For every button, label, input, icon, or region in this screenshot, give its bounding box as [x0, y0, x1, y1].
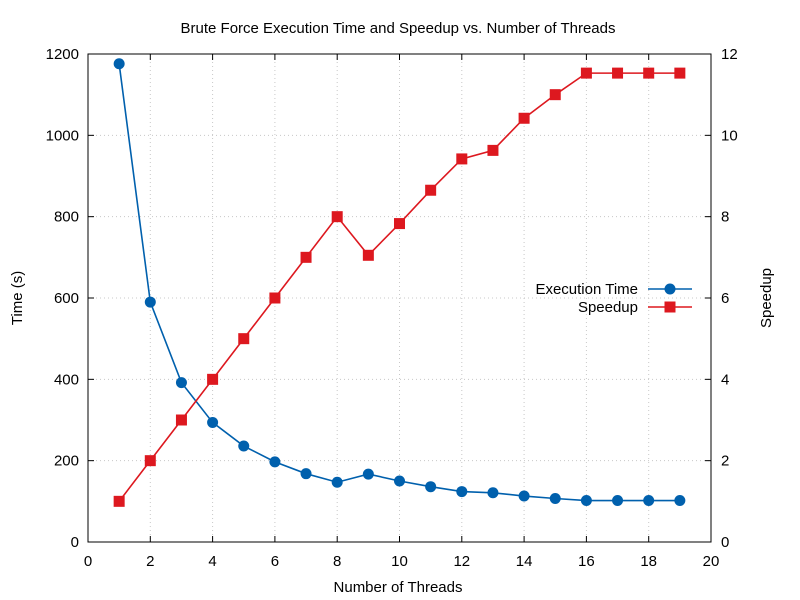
y-left-tick-label: 1000 [46, 127, 79, 144]
speedup-point [113, 495, 125, 507]
speedup-point [238, 333, 250, 345]
y-right-tick-label: 8 [721, 209, 729, 226]
x-tick-label: 14 [516, 553, 533, 570]
x-tick-label: 0 [84, 553, 92, 570]
execution-time-point [643, 495, 655, 507]
speedup-series [113, 67, 686, 507]
speedup-point [425, 184, 437, 196]
execution-time-point [362, 468, 374, 480]
execution-time-point [425, 481, 437, 493]
speedup-point [549, 89, 561, 101]
series-layer [113, 58, 686, 507]
y-right-tick-label: 12 [721, 46, 738, 63]
x-tick-label: 12 [453, 553, 470, 570]
execution-time-point [674, 495, 686, 507]
y-left-tick-label: 1200 [46, 46, 79, 63]
execution-time-point [549, 492, 561, 504]
x-tick-label: 16 [578, 553, 595, 570]
y-axis-left-label: Time (s) [9, 271, 26, 325]
y-right-tick-label: 6 [721, 290, 729, 307]
chart-title: Brute Force Execution Time and Speedup v… [181, 20, 616, 37]
x-tick-label: 20 [703, 553, 720, 570]
x-tick-label: 6 [271, 553, 279, 570]
speedup-point [580, 67, 592, 79]
speedup-point [331, 211, 343, 223]
execution-time-point [331, 476, 343, 488]
execution-time-point [612, 495, 624, 507]
execution-time-point [580, 495, 592, 507]
x-tick-label: 10 [391, 553, 408, 570]
y-right-tick-label: 0 [721, 534, 729, 551]
x-tick-label: 2 [146, 553, 154, 570]
execution-time-point [394, 475, 405, 487]
x-tick-label: 18 [640, 553, 657, 570]
x-tick-label: 4 [208, 553, 216, 570]
y-left-tick-label: 0 [71, 534, 79, 551]
y-left-tick-label: 200 [54, 453, 79, 470]
y-right-tick-label: 10 [721, 127, 738, 144]
y-axis-right-label: Speedup [758, 268, 775, 328]
speedup-point [518, 112, 530, 124]
speedup-point [362, 249, 374, 261]
legend-label-speedup: Speedup [578, 299, 638, 316]
legend-label-execution-time: Execution Time [535, 281, 638, 298]
speedup-point [456, 153, 468, 165]
execution-time-point [300, 468, 312, 480]
y-left-tick-label: 600 [54, 290, 79, 307]
legend-marker-speedup [664, 301, 676, 313]
speedup-point [674, 67, 686, 79]
execution-time-point [113, 58, 125, 70]
y-left-tick-label: 400 [54, 371, 79, 388]
x-tick-label: 8 [333, 553, 341, 570]
speedup-point [175, 414, 187, 426]
execution-time-point [207, 416, 219, 428]
speedup-point [643, 67, 655, 79]
axis-ticks: 0 2 4 6 8 10 12 14 16 18 2002004006008001000120002… [46, 46, 738, 570]
legend-marker-execution-time [664, 283, 676, 295]
speedup-point [300, 251, 312, 263]
x-axis-label: Number of Threads [334, 579, 463, 596]
speedup-point [269, 292, 281, 304]
execution-time-point [269, 456, 281, 468]
speedup-point [394, 218, 405, 230]
execution-time-point [175, 377, 187, 389]
execution-time-point [487, 487, 499, 499]
y-right-tick-label: 4 [721, 371, 729, 388]
execution-time-point [144, 296, 156, 308]
speedup-point [144, 455, 156, 467]
speedup-point [487, 144, 499, 156]
y-right-tick-label: 2 [721, 453, 729, 470]
execution-time-point [238, 440, 250, 452]
speedup-point [612, 67, 624, 79]
speedup-point [207, 373, 219, 385]
execution-time-series [113, 58, 686, 507]
execution-time-point [518, 490, 530, 502]
grid [88, 54, 711, 542]
execution-time-point [456, 486, 468, 498]
y-left-tick-label: 800 [54, 209, 79, 226]
